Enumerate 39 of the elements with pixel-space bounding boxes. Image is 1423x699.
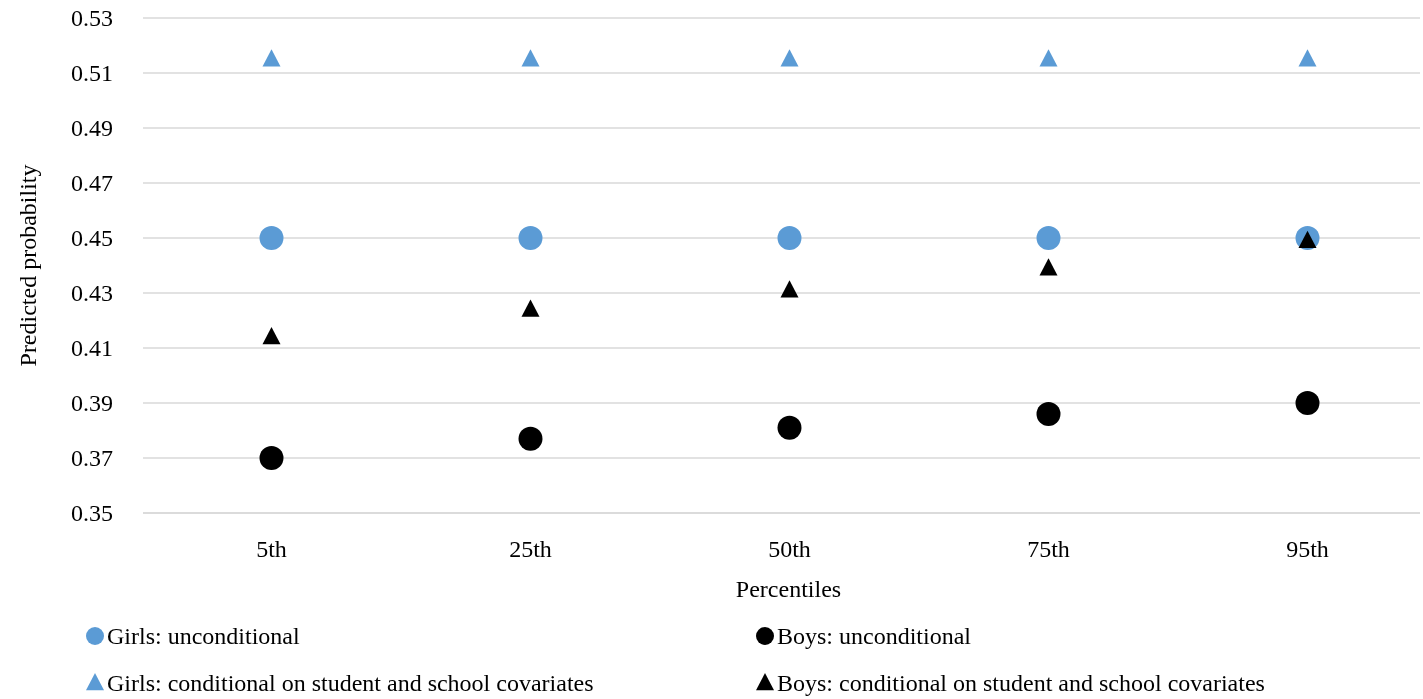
legend-label: Girls: conditional on student and school covariates	[107, 670, 594, 697]
point	[1039, 49, 1058, 67]
point	[1036, 226, 1061, 250]
point	[518, 426, 543, 451]
legend-label: Girls: unconditional	[107, 623, 300, 650]
y-tick-label: 0.41	[71, 335, 113, 362]
y-tick-label: 0.43	[71, 280, 113, 307]
y-tick-label: 0.51	[71, 60, 113, 87]
x-axis-title: Percentiles	[735, 576, 842, 602]
x-tick-label: 50th	[768, 536, 811, 562]
x-tick-label: 25th	[509, 536, 552, 562]
point	[777, 415, 802, 440]
point	[262, 327, 281, 345]
y-tick-label: 0.39	[71, 390, 113, 417]
x-tick-label: 75th	[1027, 536, 1070, 562]
point	[262, 49, 281, 67]
point	[259, 446, 284, 470]
point	[780, 49, 799, 67]
y-tick-label: 0.49	[71, 115, 113, 142]
legend-label: Boys: unconditional	[777, 623, 972, 650]
x-tick-label: 95th	[1286, 536, 1329, 562]
point	[518, 226, 543, 250]
x-tick-label: 5th	[256, 536, 287, 562]
point	[1039, 258, 1058, 276]
y-tick-label: 0.53	[71, 5, 113, 32]
legend-label: Boys: conditional on student and school covariates	[777, 670, 1265, 697]
y-axis-title: Predicted probability	[15, 164, 41, 367]
point	[259, 226, 284, 250]
point	[780, 280, 799, 298]
y-tick-label: 0.37	[71, 445, 113, 472]
point	[1298, 49, 1317, 67]
point	[1036, 402, 1061, 426]
point	[1295, 391, 1320, 415]
y-tick-label: 0.35	[71, 500, 113, 527]
y-tick-label: 0.45	[71, 225, 113, 252]
y-tick-label: 0.47	[71, 170, 113, 197]
point	[777, 226, 802, 250]
point	[521, 49, 540, 67]
point	[521, 299, 540, 317]
